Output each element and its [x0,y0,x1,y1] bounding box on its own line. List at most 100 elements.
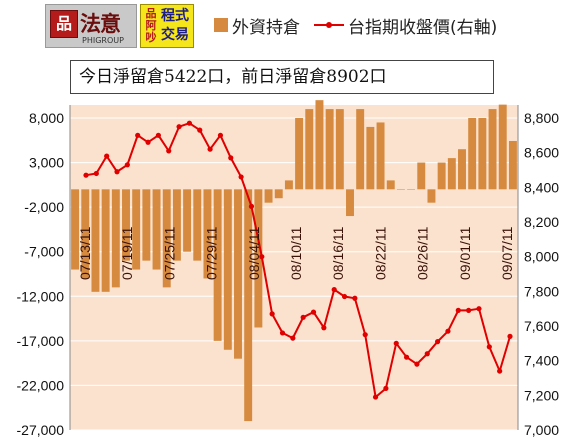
price-point [424,351,430,357]
price-point [435,339,441,345]
bar [264,189,273,203]
bar [81,189,90,279]
x-tick-label: 07/29/11 [204,226,220,280]
price-point [383,385,389,391]
right-tick-label: 7,800 [524,283,559,299]
x-tick-label: 09/07/11 [499,226,515,280]
bar [346,189,354,217]
price-point [135,132,141,138]
bar [223,189,232,350]
right-tick-label: 8,600 [524,145,559,161]
left-tick-label: -12,000 [17,288,65,304]
bar [305,109,314,190]
bar [183,189,192,252]
price-point [466,307,472,313]
price-point [372,394,379,400]
price-point [176,124,182,130]
price-point [445,328,451,334]
left-tick-label: -27,000 [17,422,65,438]
bar [122,189,130,261]
bar [111,189,120,288]
price-point [248,203,255,209]
logo-sub: PHIGROUP [82,36,124,45]
bar [193,189,202,261]
right-tick-label: 7,400 [524,353,559,369]
bar [468,118,477,190]
bar [172,189,181,261]
right-tick-label: 7,200 [524,387,559,403]
x-tick-label: 09/01/11 [457,226,473,280]
x-tick-label: 08/26/11 [415,226,431,280]
program-trading-logo: 品阿吵 程式交易 [140,4,194,48]
chart-legend: 外資持倉 台指期收盤價(右軸) [214,10,497,40]
price-point [393,340,399,346]
price-point [166,148,172,154]
bar [356,109,365,190]
price-point [507,333,513,339]
x-tick-label: 08/16/11 [330,226,346,280]
price-point [114,169,120,175]
bar [203,189,212,279]
x-tick-label: 08/22/11 [372,226,388,280]
price-point [300,314,306,320]
bar [447,158,456,190]
price-point [83,172,89,178]
price-point [279,330,286,336]
x-tick-label: 08/04/11 [246,226,262,280]
left-tick-label: -2,000 [24,199,64,215]
price-line [85,122,511,399]
price-point [217,132,224,138]
bar [417,162,426,190]
bar [458,149,466,190]
bar [366,126,375,190]
price-point [455,307,461,313]
left-tick-label: -22,000 [17,377,65,393]
bar [101,189,110,292]
price-point [341,293,348,300]
bar [162,189,171,288]
x-tick-label: 07/13/11 [77,226,93,280]
price-point [104,153,110,159]
phigroup-logo: 品 法意 PHIGROUP [45,4,137,48]
price-point [403,354,410,360]
right-tick-label: 8,400 [524,179,559,195]
logo2-mark-icon: 品阿吵 [145,7,157,44]
bar [71,189,80,270]
price-point [476,306,482,312]
bar [244,189,253,422]
bar [335,109,344,190]
bar [437,162,446,190]
position-note: 今日淨留倉5422口，前日淨留倉8902口 [70,60,494,94]
price-point [93,170,99,177]
left-tick-label: 3,000 [29,155,64,171]
x-tick-label: 07/25/11 [161,226,177,280]
bar [295,118,304,190]
price-point [486,344,492,350]
bar [254,189,263,328]
price-point [362,332,368,338]
bar [498,104,507,190]
right-tick-label: 8,200 [524,214,559,230]
legend-bar-label: 外資持倉 [232,17,300,38]
bar [315,100,324,190]
right-tick-label: 8,000 [524,249,559,265]
bar [152,189,161,270]
price-point [259,254,265,260]
price-point [352,295,358,301]
legend-bar-swatch-icon [214,18,228,32]
right-tick-label: 8,800 [524,110,559,126]
bar [407,189,416,190]
bar [325,109,334,190]
price-point [290,335,296,341]
price-point [228,155,234,161]
price-point [207,146,213,152]
price-point [331,287,337,293]
price-point [145,139,151,145]
bar [132,189,141,270]
price-point [124,162,130,168]
bar [284,180,293,190]
price-point [497,368,503,374]
price-point [155,132,161,138]
left-tick-label: -17,000 [17,333,65,349]
bar [488,109,497,190]
